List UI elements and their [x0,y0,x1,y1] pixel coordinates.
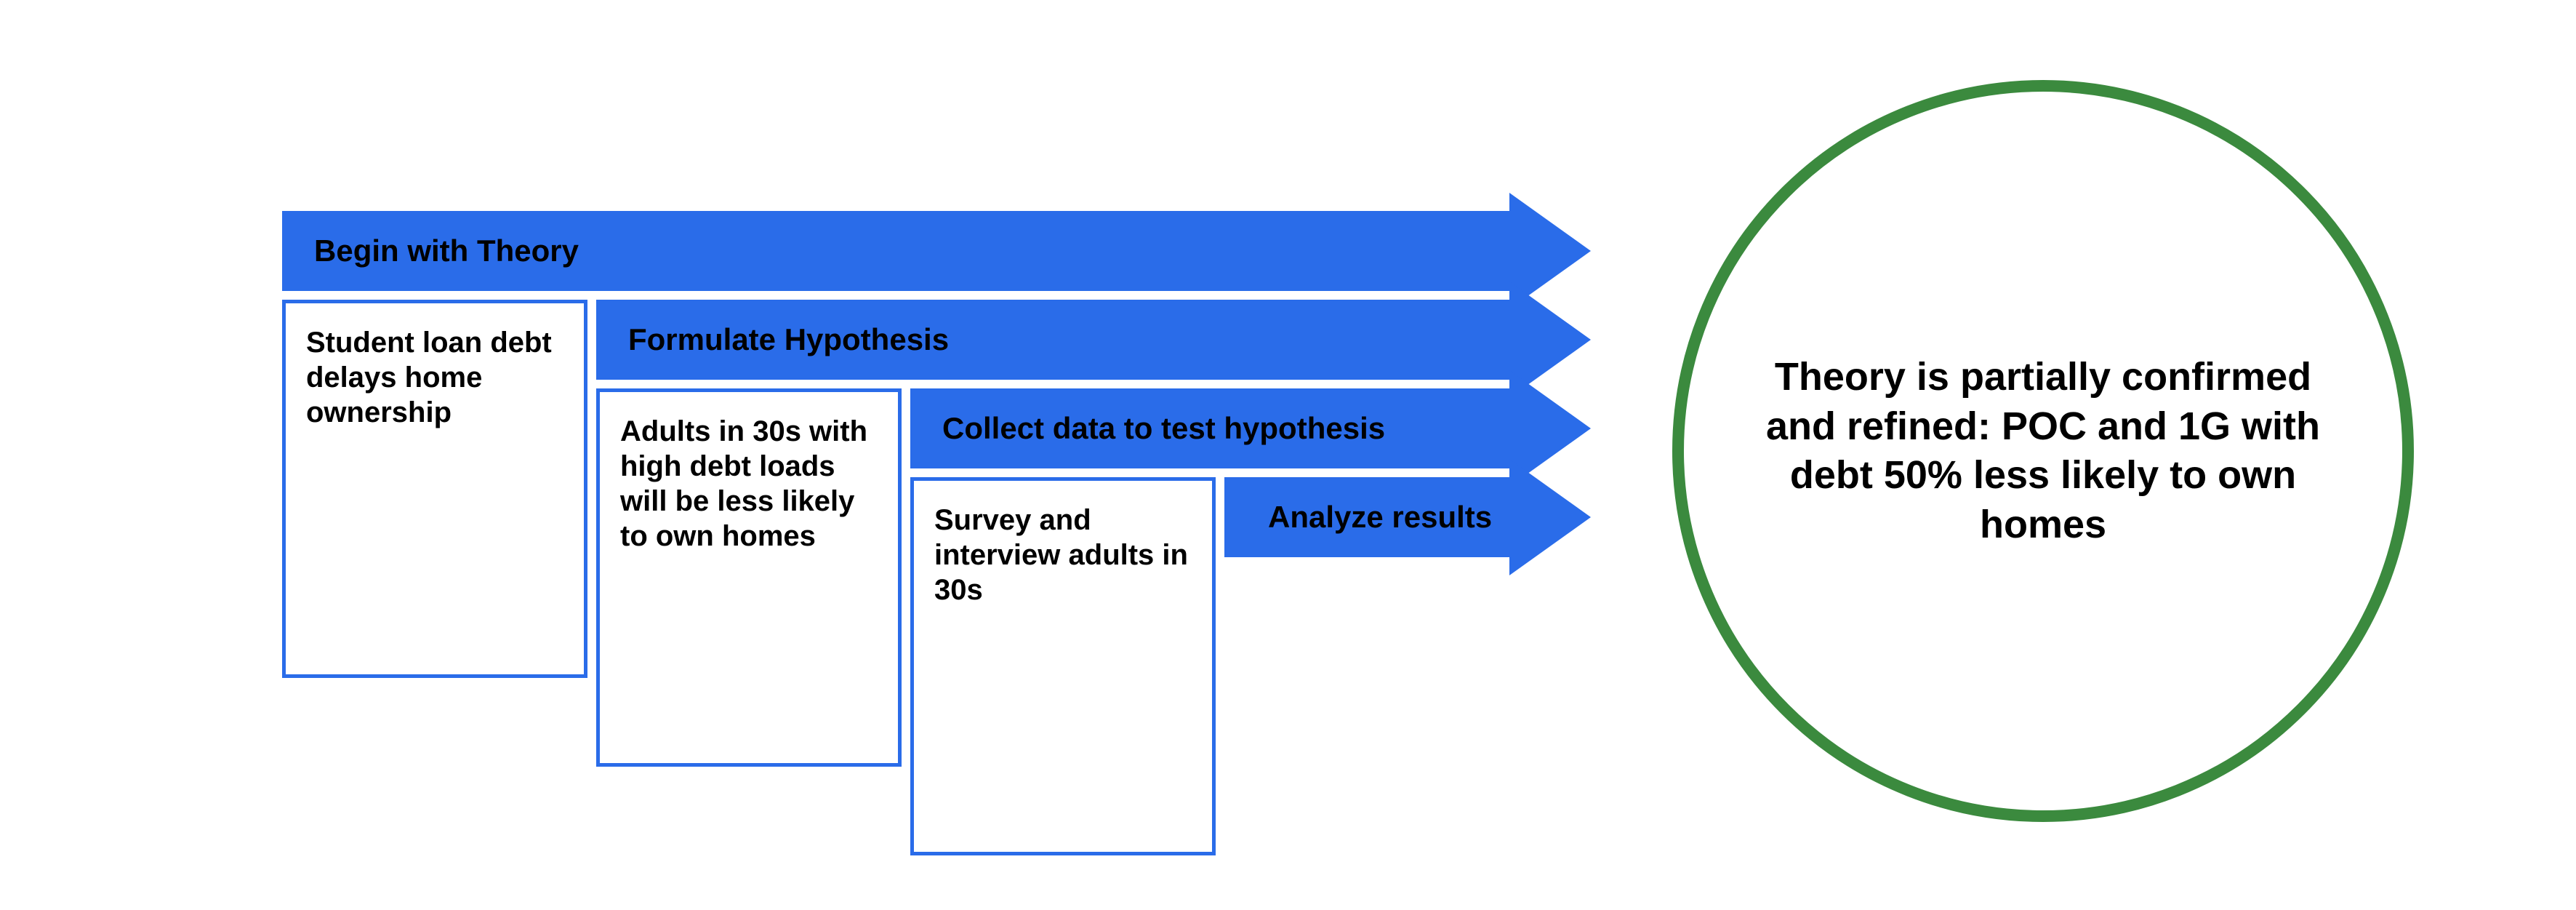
detail-box-1-text: Student loan debt delays home ownership [306,327,552,428]
detail-box-3: Survey and interview adults in 30s [910,477,1216,855]
arrow-step-1-body: Begin with Theory [282,211,1509,291]
arrow-step-1: Begin with Theory [282,211,1591,291]
conclusion-text: Theory is partially confirmed and refine… [1742,353,2344,549]
arrow-step-4-label: Analyze results [1268,500,1492,535]
arrow-step-3-body: Collect data to test hypothesis [910,388,1509,468]
arrow-step-4: Analyze results [1224,477,1591,557]
arrow-step-3: Collect data to test hypothesis [910,388,1591,468]
arrow-step-1-label: Begin with Theory [314,234,579,268]
arrow-step-3-label: Collect data to test hypothesis [942,411,1385,446]
arrow-step-2: Formulate Hypothesis [596,300,1591,380]
arrow-step-2-label: Formulate Hypothesis [628,322,949,357]
detail-box-3-text: Survey and interview adults in 30s [934,504,1188,606]
arrow-step-4-head [1509,459,1591,575]
arrow-step-4-body: Analyze results [1224,477,1509,557]
detail-box-1: Student loan debt delays home ownership [282,300,587,678]
conclusion-circle: Theory is partially confirmed and refine… [1672,80,2414,822]
detail-box-2: Adults in 30s with high debt loads will … [596,388,902,767]
diagram-canvas: Begin with Theory Formulate Hypothesis C… [0,0,2576,910]
detail-box-2-text: Adults in 30s with high debt loads will … [620,415,867,552]
arrow-step-2-body: Formulate Hypothesis [596,300,1509,380]
